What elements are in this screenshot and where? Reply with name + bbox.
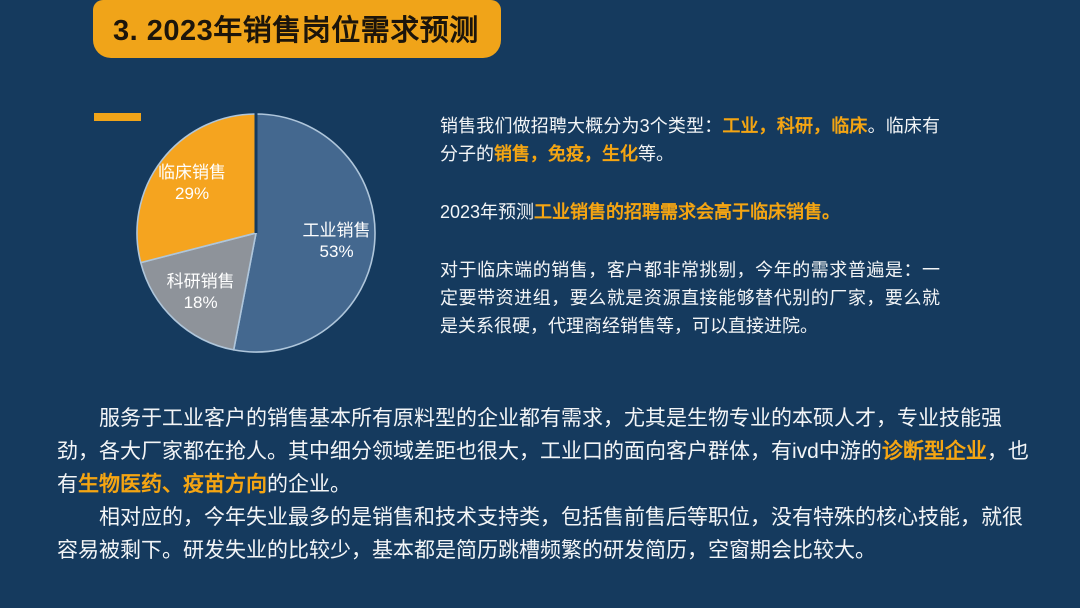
text-segment: 销售我们做招聘大概分为3个类型： <box>440 116 723 136</box>
right-text-column: 销售我们做招聘大概分为3个类型：工业，科研，临床。临床有分子的销售，免疫，生化等… <box>440 112 940 370</box>
text-segment: 。临床有分子的 <box>440 116 941 164</box>
pie-slice-1 <box>139 232 257 351</box>
pie-label-value: 53% <box>319 241 354 261</box>
text-segment-highlight: 销售，免疫，生化 <box>494 144 638 164</box>
pie-label-category: 工业销售 <box>302 220 371 240</box>
paragraph-industrial-clients: 服务于工业客户的销售基本所有原料型的企业都有需求，尤其是生物专业的本硕人才，专业… <box>57 402 1037 501</box>
pie-label-category: 临床销售 <box>158 163 227 183</box>
pie-svg <box>136 113 376 353</box>
text-segment: 的企业。 <box>267 473 351 496</box>
text-segment-highlight: 工业，科研，临床 <box>722 116 868 136</box>
accent-dash <box>94 113 141 121</box>
pie-chart: 工业销售 53% 科研销售 18% 临床销售 29% <box>132 109 380 357</box>
paragraph-sales-types: 销售我们做招聘大概分为3个类型：工业，科研，临床。临床有分子的销售，免疫，生化等… <box>440 112 940 168</box>
text-segment: 对于临床端的销售，客户都非常挑剔，今年的需求普遍是：一定要带资进组，要么就是资源… <box>440 260 940 336</box>
pie-label-category: 科研销售 <box>166 271 235 291</box>
text-segment-highlight: 工业销售的招聘需求会高于临床销售。 <box>534 202 841 222</box>
slide-title: 3. 2023年销售岗位需求预测 <box>113 15 479 47</box>
text-segment: 2023年预测 <box>440 202 535 222</box>
text-segment: 服务于工业客户的销售基本所有原料型的企业都有需求，尤其是生物专业的本硕人才，专业… <box>57 407 1002 463</box>
paragraph-clinical-demand: 对于临床端的销售，客户都非常挑剔，今年的需求普遍是：一定要带资进组，要么就是资源… <box>440 256 940 340</box>
slide-title-banner: 3. 2023年销售岗位需求预测 <box>93 0 501 58</box>
pie-slice-label-0: 工业销售 53% <box>303 220 371 262</box>
text-segment-highlight: 诊断型企业 <box>881 440 987 463</box>
pie-label-value: 18% <box>183 292 218 312</box>
text-segment: 相对应的，今年失业最多的是销售和技术支持类，包括售前售后等职位，没有特殊的核心技… <box>57 506 1023 562</box>
text-segment: ，也有 <box>57 440 1029 496</box>
pie-slice-label-1: 科研销售 18% <box>167 271 235 313</box>
text-segment: 等。 <box>638 144 674 164</box>
pie-slice-label-2: 临床销售 29% <box>158 162 226 204</box>
paragraph-unemployment: 相对应的，今年失业最多的是销售和技术支持类，包括售前售后等职位，没有特殊的核心技… <box>57 501 1037 567</box>
pie-slice-0 <box>232 113 376 353</box>
text-segment-highlight: 生物医药、疫苗方向 <box>78 473 267 496</box>
pie-label-value: 29% <box>175 184 210 204</box>
bottom-text-block: 服务于工业客户的销售基本所有原料型的企业都有需求，尤其是生物专业的本硕人才，专业… <box>57 402 1037 567</box>
paragraph-2023-forecast: 2023年预测工业销售的招聘需求会高于临床销售。 <box>440 198 940 226</box>
pie-slice-2 <box>136 113 257 264</box>
